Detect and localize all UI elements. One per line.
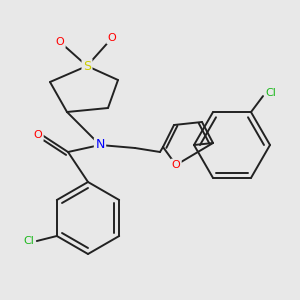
Text: O: O <box>108 33 116 43</box>
Text: O: O <box>56 37 64 47</box>
Text: O: O <box>34 130 42 140</box>
Text: S: S <box>83 59 91 73</box>
Text: N: N <box>95 139 105 152</box>
Text: O: O <box>172 160 180 170</box>
Text: Cl: Cl <box>23 236 34 246</box>
Text: Cl: Cl <box>266 88 276 98</box>
